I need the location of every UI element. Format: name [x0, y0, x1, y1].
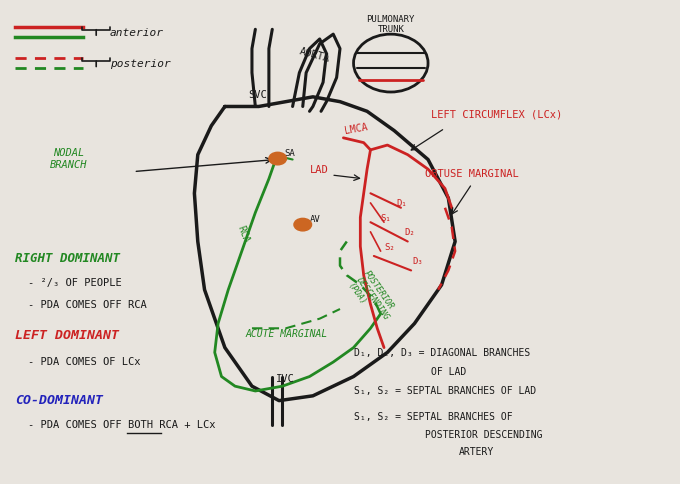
- Text: OBTUSE MARGINAL: OBTUSE MARGINAL: [424, 169, 518, 179]
- Text: POSTERIOR
DESCENDING
(PDA): POSTERIOR DESCENDING (PDA): [345, 269, 398, 326]
- Text: D₂: D₂: [405, 228, 415, 237]
- Text: ARTERY: ARTERY: [458, 446, 494, 456]
- Text: S₁, S₂ = SEPTAL BRANCHES OF: S₁, S₂ = SEPTAL BRANCHES OF: [354, 411, 512, 421]
- Text: - PDA COMES OF LCx: - PDA COMES OF LCx: [29, 357, 141, 367]
- Text: - PDA COMES OFF BOTH RCA + LCx: - PDA COMES OFF BOTH RCA + LCx: [29, 419, 216, 429]
- Text: LMCA: LMCA: [343, 122, 369, 136]
- Text: ACUTE MARGINAL: ACUTE MARGINAL: [245, 328, 328, 338]
- Text: D₃: D₃: [413, 257, 423, 266]
- Text: SA: SA: [284, 149, 295, 157]
- Text: - ²/₃ OF PEOPLE: - ²/₃ OF PEOPLE: [29, 277, 122, 287]
- Text: AORTA: AORTA: [298, 46, 330, 63]
- Text: POSTERIOR DESCENDING: POSTERIOR DESCENDING: [424, 429, 542, 439]
- Text: SVC: SVC: [248, 90, 267, 100]
- Text: posterior: posterior: [109, 59, 171, 69]
- Text: - PDA COMES OFF RCA: - PDA COMES OFF RCA: [29, 299, 148, 309]
- Text: AV: AV: [309, 215, 320, 224]
- Text: NODAL
BRANCH: NODAL BRANCH: [50, 148, 88, 169]
- Text: D₁, D₂, D₃ = DIAGONAL BRANCHES: D₁, D₂, D₃ = DIAGONAL BRANCHES: [354, 347, 530, 357]
- Text: S₂: S₂: [385, 242, 396, 251]
- Circle shape: [269, 153, 286, 166]
- Text: IVC: IVC: [275, 374, 294, 383]
- Text: RIGHT DOMINANT: RIGHT DOMINANT: [15, 251, 120, 264]
- Text: anterior: anterior: [109, 28, 164, 38]
- Text: LEFT CIRCUMFLEX (LCx): LEFT CIRCUMFLEX (LCx): [431, 109, 562, 119]
- Text: S₁, S₂ = SEPTAL BRANCHES OF LAD: S₁, S₂ = SEPTAL BRANCHES OF LAD: [354, 386, 536, 395]
- Text: S₁: S₁: [381, 213, 392, 222]
- Text: RCA: RCA: [235, 224, 250, 244]
- Text: OF LAD: OF LAD: [431, 366, 466, 377]
- Text: D₁: D₁: [396, 199, 407, 208]
- Text: LEFT DOMINANT: LEFT DOMINANT: [15, 328, 119, 341]
- Text: PULMONARY
TRUNK: PULMONARY TRUNK: [367, 15, 415, 34]
- Text: LAD: LAD: [309, 164, 328, 174]
- Circle shape: [294, 219, 311, 231]
- Text: CO-DOMINANT: CO-DOMINANT: [15, 393, 103, 406]
